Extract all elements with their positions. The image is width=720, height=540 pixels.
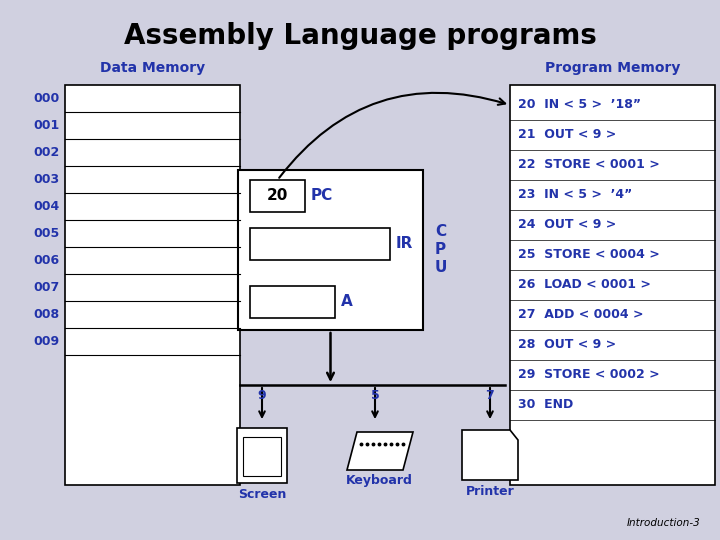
Text: Introduction-3: Introduction-3 [626,518,700,528]
Text: 29  STORE < 0002 >: 29 STORE < 0002 > [518,368,660,381]
Text: 21  OUT < 9 >: 21 OUT < 9 > [518,129,616,141]
Text: 5: 5 [371,389,379,402]
Text: 000: 000 [34,92,60,105]
Text: U: U [435,260,447,275]
Bar [250,180,305,212]
Text: Data Memory: Data Memory [100,61,205,75]
Text: 005: 005 [34,227,60,240]
Bar [250,228,390,260]
Text: 26  LOAD < 0001 >: 26 LOAD < 0001 > [518,279,651,292]
Text: Assembly Language programs: Assembly Language programs [124,22,596,50]
Text: 23  IN < 5 >  ’4”: 23 IN < 5 > ’4” [518,188,632,201]
Text: IR: IR [396,237,413,252]
Bar [243,437,281,476]
Text: PC: PC [311,188,333,204]
Text: 30  END: 30 END [518,399,573,411]
Text: 002: 002 [34,146,60,159]
Polygon shape [347,432,413,470]
Text: 003: 003 [34,173,60,186]
Text: Printer: Printer [466,485,514,498]
Text: 006: 006 [34,254,60,267]
Bar [65,85,240,485]
Text: 007: 007 [34,281,60,294]
Bar [510,85,715,485]
Text: 22  STORE < 0001 >: 22 STORE < 0001 > [518,159,660,172]
Text: Program Memory: Program Memory [545,61,680,75]
Text: 25  STORE < 0004 >: 25 STORE < 0004 > [518,248,660,261]
Text: 9: 9 [258,389,266,402]
Text: 28  OUT < 9 >: 28 OUT < 9 > [518,339,616,352]
Text: P: P [435,242,446,258]
Text: 001: 001 [34,119,60,132]
Text: 009: 009 [34,335,60,348]
Text: A: A [341,294,353,309]
Bar [237,428,287,483]
Text: C: C [435,225,446,240]
Text: 20: 20 [267,188,288,204]
Bar [250,286,335,318]
Text: 004: 004 [34,200,60,213]
Text: 008: 008 [34,308,60,321]
Text: Keyboard: Keyboard [346,474,413,487]
Text: Screen: Screen [238,488,286,501]
Text: 27  ADD < 0004 >: 27 ADD < 0004 > [518,308,644,321]
Text: 24  OUT < 9 >: 24 OUT < 9 > [518,219,616,232]
Text: 20  IN < 5 >  ’18”: 20 IN < 5 > ’18” [518,98,641,111]
Text: 7: 7 [485,389,495,402]
Polygon shape [462,430,518,480]
Bar [238,170,423,330]
